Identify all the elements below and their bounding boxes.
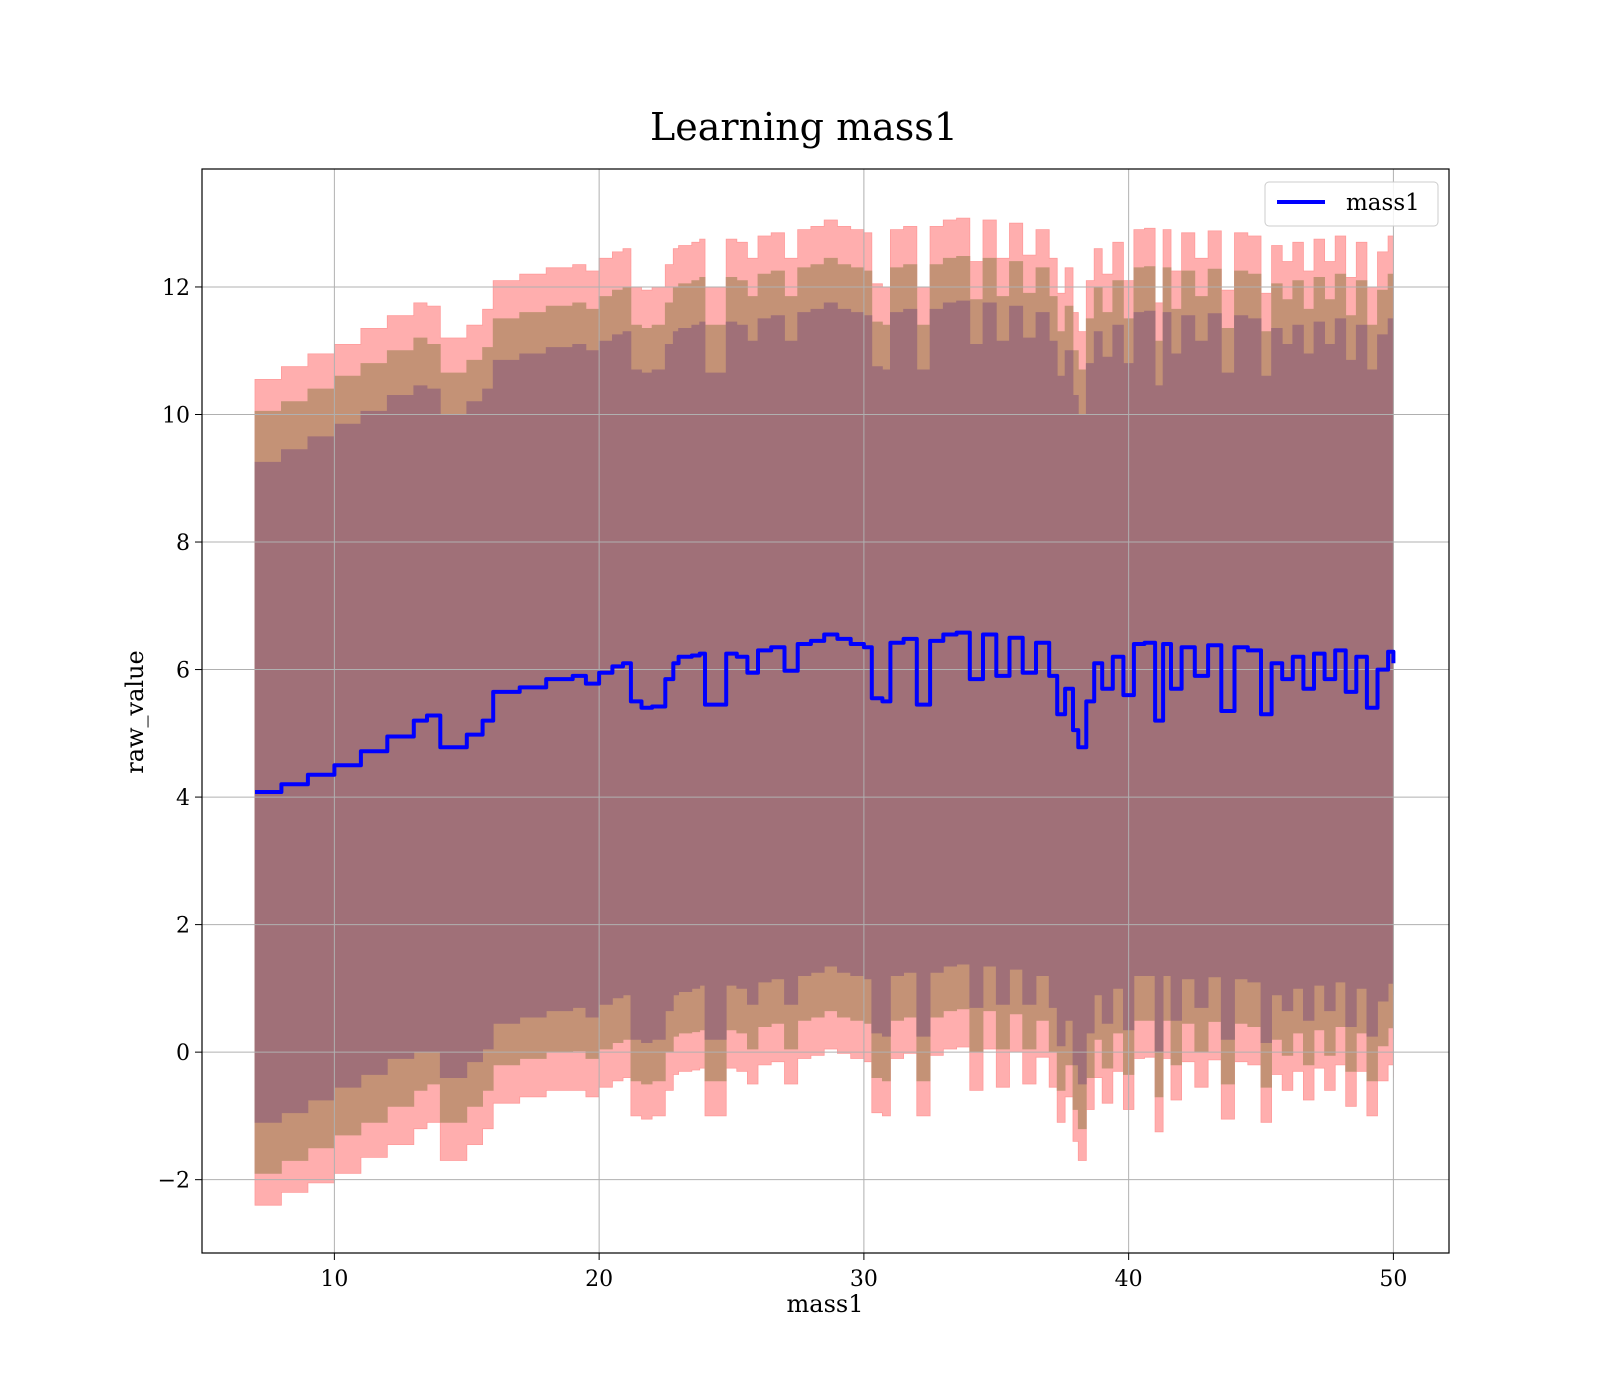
- y-axis-label: raw_value: [121, 650, 149, 774]
- legend: mass1: [1264, 181, 1439, 227]
- x-tick-label: 40: [1115, 1267, 1143, 1292]
- y-tick-label: −2: [158, 1169, 190, 1194]
- y-tick-label: 2: [176, 914, 190, 939]
- y-axis-ticks: −2 0 2 4 6 8 10 12: [158, 276, 202, 1194]
- y-tick-label: 6: [176, 659, 190, 684]
- confidence-bands: [254, 217, 1394, 1206]
- grid-lines: [202, 169, 1449, 1253]
- x-tick-label: 50: [1379, 1267, 1407, 1292]
- y-tick-label: 0: [176, 1041, 190, 1066]
- series-lines: [255, 630, 1396, 794]
- y-tick-label: 4: [176, 786, 190, 811]
- series-line-mass1: [255, 630, 1396, 794]
- chart-title: Learning mass1: [650, 105, 958, 149]
- x-tick-label: 20: [585, 1267, 613, 1292]
- plot-frame: [201, 168, 1450, 1254]
- y-tick-label: 8: [176, 531, 190, 556]
- x-axis-ticks: 10 20 30 40 50: [320, 1253, 1407, 1292]
- x-tick-label: 10: [320, 1267, 348, 1292]
- legend-box: [1264, 181, 1439, 227]
- y-tick-label: 10: [162, 403, 190, 428]
- plot-area: [201, 168, 1450, 1254]
- y-tick-label: 12: [162, 276, 190, 301]
- x-tick-label: 30: [850, 1267, 878, 1292]
- x-axis-label: mass1: [787, 1290, 864, 1318]
- legend-label-mass1: mass1: [1346, 190, 1420, 216]
